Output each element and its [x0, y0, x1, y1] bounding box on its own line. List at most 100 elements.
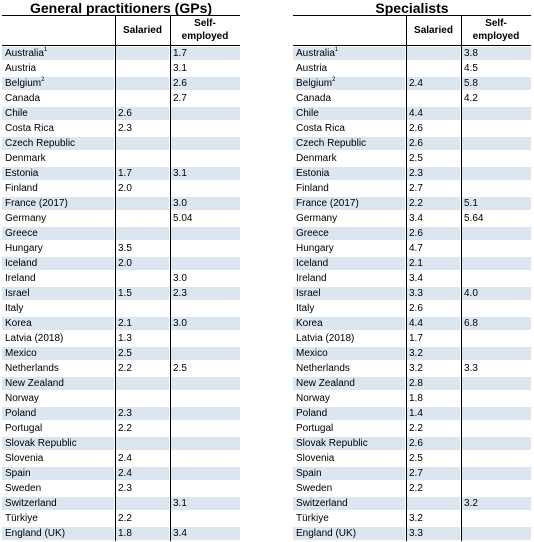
row-shade	[462, 407, 531, 420]
gp-table-row: New Zealand	[2, 376, 240, 391]
country-name: France (2017)	[5, 198, 68, 209]
row-shade	[171, 257, 240, 270]
salaried-cell: 3.5	[118, 243, 132, 254]
country-name: Korea	[296, 318, 323, 329]
row-shade	[462, 527, 531, 540]
self-employed-cell: 2.3	[173, 288, 187, 299]
country-cell: Poland	[5, 406, 36, 421]
country-cell: Switzerland	[5, 496, 57, 511]
country-cell: Norway	[5, 391, 39, 406]
specialists-table-body: Australia1 3.8 Austria 4.5 Belgium2 2.4 5.8 Can…	[293, 46, 531, 541]
row-shade	[116, 227, 169, 240]
gp-table-row: Slovak Republic	[2, 436, 240, 451]
country-cell: Czech Republic	[296, 136, 366, 151]
country-cell: Belgium2	[296, 76, 335, 91]
gp-column-divider-1	[115, 16, 116, 541]
gp-table-row: Ireland 3.0	[2, 271, 240, 286]
gp-table-row: Latvia (2018) 1.3	[2, 331, 240, 346]
row-shade	[2, 347, 114, 360]
country-cell: Israel	[296, 286, 320, 301]
self-employed-cell: 3.2	[464, 498, 478, 509]
country-name: England (UK)	[296, 528, 357, 539]
row-shade	[407, 317, 460, 330]
salaried-cell: 2.6	[409, 138, 423, 149]
country-name: Latvia (2018)	[296, 333, 355, 344]
row-shade	[2, 77, 114, 90]
row-shade	[116, 347, 169, 360]
gp-self-employed-header-line2: employed	[181, 31, 229, 42]
salaried-cell: 3.3	[409, 528, 423, 539]
country-cell: Hungary	[296, 241, 334, 256]
self-employed-cell: 2.5	[173, 363, 187, 374]
row-shade	[462, 317, 531, 330]
country-name: Slovenia	[296, 453, 335, 464]
specialists-table-row: Canada 4.2	[293, 91, 531, 106]
gp-table-row: Spain 2.4	[2, 466, 240, 481]
country-name: Slovak Republic	[296, 438, 368, 449]
specialists-table-row: Slovenia 2.5	[293, 451, 531, 466]
country-cell: Slovak Republic	[5, 436, 77, 451]
country-name: Portugal	[5, 423, 43, 434]
row-shade	[407, 197, 460, 210]
salaried-cell: 2.5	[118, 348, 132, 359]
row-shade	[407, 77, 460, 90]
specialists-table-row: Switzerland 3.2	[293, 496, 531, 511]
country-name: Greece	[5, 228, 38, 239]
row-shade	[293, 437, 405, 450]
row-shade	[116, 137, 169, 150]
row-shade	[116, 497, 169, 510]
row-shade	[407, 437, 460, 450]
gp-table-row: Slovenia 2.4	[2, 451, 240, 466]
self-employed-cell: 5.64	[464, 213, 484, 224]
country-cell: Sweden	[5, 481, 41, 496]
country-cell: Belgium2	[5, 76, 44, 91]
country-cell: Portugal	[296, 421, 333, 436]
specialists-salaried-header: Salaried	[414, 25, 453, 36]
gp-table-row: Norway	[2, 391, 240, 406]
country-cell: Latvia (2018)	[296, 331, 354, 346]
country-name: Germany	[5, 213, 47, 224]
country-cell: New Zealand	[296, 376, 355, 391]
row-shade	[116, 467, 169, 480]
salaried-cell: 1.5	[118, 288, 132, 299]
country-cell: Türkiye	[5, 511, 38, 526]
row-shade	[116, 527, 169, 540]
salaried-cell: 4.4	[409, 108, 423, 119]
row-shade	[293, 407, 405, 420]
row-shade	[171, 347, 240, 360]
row-shade	[2, 227, 114, 240]
country-cell: Austria	[296, 61, 327, 76]
specialists-column-divider-1	[406, 16, 407, 541]
salaried-cell: 3.2	[409, 348, 423, 359]
country-cell: Austria	[5, 61, 36, 76]
country-name: France (2017)	[296, 198, 359, 209]
gp-table-row: Hungary 3.5	[2, 241, 240, 256]
country-name: Norway	[5, 393, 39, 404]
row-shade	[407, 137, 460, 150]
row-shade	[462, 257, 531, 270]
salaried-cell: 2.4	[409, 78, 423, 89]
specialists-table-row: Estonia 2.3	[293, 166, 531, 181]
salaried-cell: 3.2	[409, 363, 423, 374]
specialists-table-row: Norway 1.8	[293, 391, 531, 406]
specialists-table-row: Korea 4.4 6.8	[293, 316, 531, 331]
gp-table-row: Germany 5.04	[2, 211, 240, 226]
country-name: Finland	[5, 183, 38, 194]
row-shade	[2, 47, 114, 60]
row-shade	[2, 167, 114, 180]
country-name: Israel	[296, 288, 321, 299]
country-name: Slovak Republic	[5, 438, 77, 449]
self-employed-cell: 3.1	[173, 498, 187, 509]
gp-table-row: Poland 2.3	[2, 406, 240, 421]
gp-table-row: Estonia 1.7 3.1	[2, 166, 240, 181]
row-shade	[407, 227, 460, 240]
gp-column-divider-2	[170, 16, 171, 541]
salaried-cell: 2.1	[409, 258, 423, 269]
row-shade	[2, 197, 114, 210]
salaried-cell: 2.6	[409, 438, 423, 449]
row-shade	[462, 107, 531, 120]
salaried-cell: 2.7	[409, 183, 423, 194]
specialists-table-row: Chile 4.4	[293, 106, 531, 121]
country-name: Ireland	[296, 273, 327, 284]
country-name: Germany	[296, 213, 338, 224]
